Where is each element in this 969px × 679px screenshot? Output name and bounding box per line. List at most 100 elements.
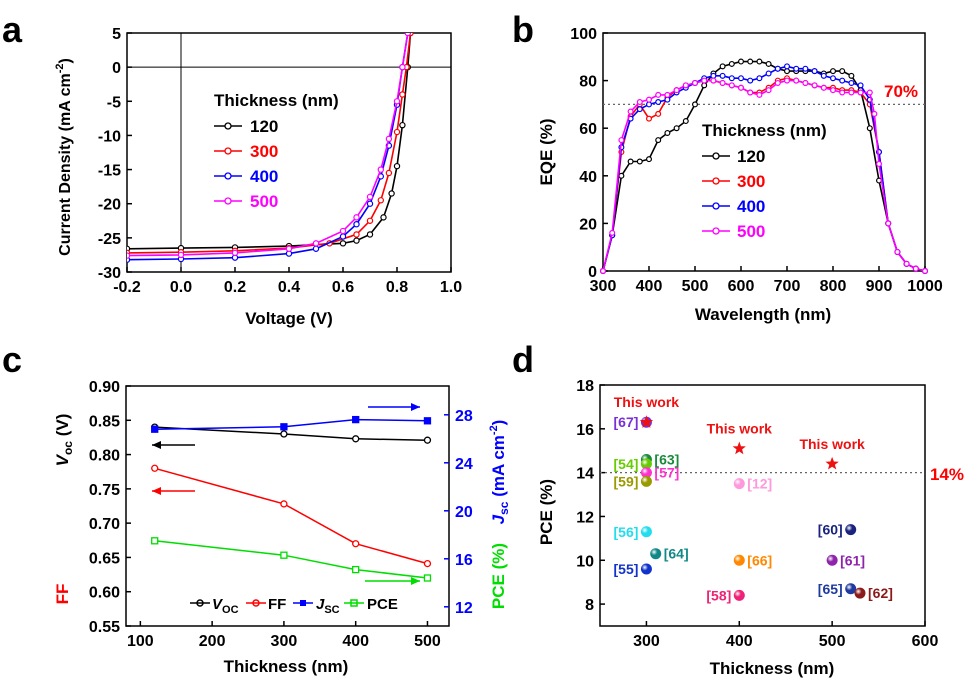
a-series-point — [404, 33, 411, 37]
d-reference-label: [66] — [747, 552, 772, 568]
b-series-point — [645, 156, 652, 163]
b-series-point — [747, 77, 754, 84]
b-series-point — [728, 75, 735, 82]
b-series-point — [885, 220, 892, 227]
b-series-point — [710, 77, 717, 84]
b-series-point — [719, 72, 726, 79]
b-legend-label: 300 — [737, 172, 765, 191]
b-series-point — [829, 75, 836, 82]
b-series-point — [903, 260, 910, 267]
d-reference-point — [854, 587, 866, 599]
a-series-point — [399, 91, 406, 98]
b-series-point — [857, 89, 864, 96]
svg-text:JSC: JSC — [316, 596, 340, 616]
b-series-point — [673, 125, 680, 132]
b-series-point — [701, 82, 708, 89]
b-series-point — [871, 110, 878, 117]
a-y-axis-label: Current Density (mA cm-2) — [54, 58, 74, 256]
d-reference-point — [640, 526, 652, 538]
b-series-point — [866, 89, 873, 96]
panel-letter-b: b — [512, 9, 534, 50]
c-y-tick-label: 0.90 — [89, 379, 120, 396]
a-series-120 — [127, 33, 414, 252]
b-series-point — [664, 91, 671, 98]
b-series-point — [921, 268, 928, 275]
c-y-tick-label: 0.60 — [89, 585, 120, 602]
c-series-line — [154, 540, 428, 579]
b-x-tick-label: 400 — [636, 278, 663, 295]
a-legend-marker — [224, 122, 232, 130]
c-pce-axis-label: PCE (%) — [489, 543, 508, 609]
d-reference-point — [640, 467, 652, 479]
d-reference-label: [64] — [664, 546, 689, 562]
b-y-tick-label: 0 — [588, 264, 597, 281]
a-y-tick-label: -20 — [98, 197, 121, 214]
a-series-point — [393, 128, 401, 136]
a-legend-label: 500 — [250, 192, 278, 211]
b-legend-marker — [712, 152, 720, 160]
c-x-tick-label: 200 — [199, 633, 226, 650]
d-reference-label: [54] — [614, 456, 639, 472]
c-legend-pce: PCE — [344, 596, 398, 613]
c-series-point — [151, 464, 159, 472]
c-y-tick-label: 0.70 — [89, 516, 120, 533]
a-y-tick-label: -30 — [98, 265, 121, 282]
svg-text:VOC: VOC — [212, 596, 239, 616]
b-series-point — [682, 118, 689, 125]
d-y-tick-label: 18 — [576, 378, 594, 395]
d-x-tick-label: 600 — [912, 633, 939, 650]
c-series-point — [352, 415, 360, 424]
a-legend-marker — [224, 147, 232, 155]
c-series-line — [154, 426, 428, 441]
b-series-point — [645, 115, 652, 122]
c-series-point — [280, 500, 288, 508]
b-series-point — [627, 158, 634, 165]
a-series-point — [380, 214, 387, 221]
b-series-point — [655, 99, 662, 106]
d-reference-label: [12] — [747, 476, 772, 492]
a-x-tick-label: -0.2 — [113, 279, 141, 296]
a-series-point — [127, 252, 131, 259]
d-this-work-star — [732, 441, 746, 455]
c-x-tick-label: 400 — [342, 633, 369, 650]
b-series-point — [599, 268, 606, 275]
c-right-tick-label: 28 — [455, 408, 473, 425]
d-reference-point — [733, 478, 745, 490]
b-series-point — [811, 82, 818, 89]
b-y-tick-label: 80 — [579, 74, 597, 91]
b-series-point — [774, 79, 781, 86]
c-series-point — [151, 425, 159, 433]
a-series-point — [377, 166, 384, 173]
c-y-tick-label: 0.85 — [89, 413, 120, 430]
b-legend-marker — [712, 177, 720, 185]
a-legend-marker — [224, 197, 232, 205]
b-series-point — [756, 91, 763, 98]
a-series-point — [366, 217, 374, 224]
c-voc-axis-label: Voc (V) — [53, 414, 75, 467]
a-y-tick-label: -25 — [98, 231, 121, 248]
b-y-tick-label: 60 — [579, 121, 597, 138]
panel-letter-a: a — [2, 9, 23, 50]
c-jsc-axis-arrow-head — [411, 403, 420, 411]
b-series-point — [747, 58, 754, 65]
b-series-point — [636, 99, 643, 106]
b-series-point — [710, 72, 717, 79]
d-this-work-star — [639, 415, 654, 428]
a-series-point — [385, 169, 393, 177]
b-series-point — [765, 60, 772, 67]
a-series-point — [399, 63, 406, 71]
c-series-2 — [151, 415, 432, 433]
b-series-point — [756, 75, 763, 82]
b-series-point — [894, 248, 901, 255]
a-x-tick-label: 0.4 — [278, 279, 300, 296]
b-series-line — [602, 60, 926, 272]
a-series-point — [353, 220, 360, 228]
b-series-point — [829, 68, 836, 75]
b-series-point — [618, 137, 625, 144]
d-reference-point — [640, 563, 652, 575]
c-x-tick-label: 100 — [127, 633, 154, 650]
c-jsc-axis-label: Jsc (mA cm-2) — [488, 420, 511, 525]
eqe-chart: EQE (%) Wavelength (nm) Thickness (nm) 7… — [537, 26, 943, 324]
d-reference-label: [65] — [818, 581, 843, 597]
d-reference-label: [61] — [840, 552, 865, 568]
